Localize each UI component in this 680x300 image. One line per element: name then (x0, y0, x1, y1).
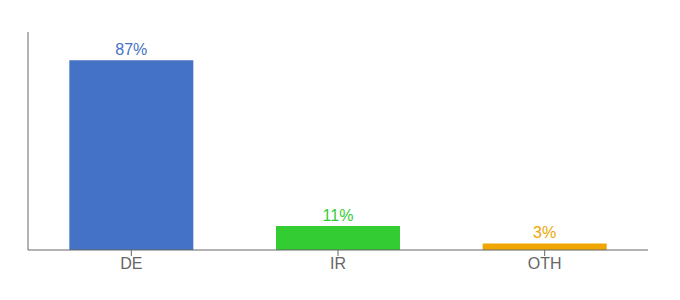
svg-text:87%: 87% (115, 41, 147, 58)
svg-text:IR: IR (330, 255, 346, 272)
svg-text:3%: 3% (533, 224, 556, 241)
svg-text:OTH: OTH (528, 255, 562, 272)
svg-text:DE: DE (120, 255, 142, 272)
svg-text:11%: 11% (323, 207, 354, 224)
